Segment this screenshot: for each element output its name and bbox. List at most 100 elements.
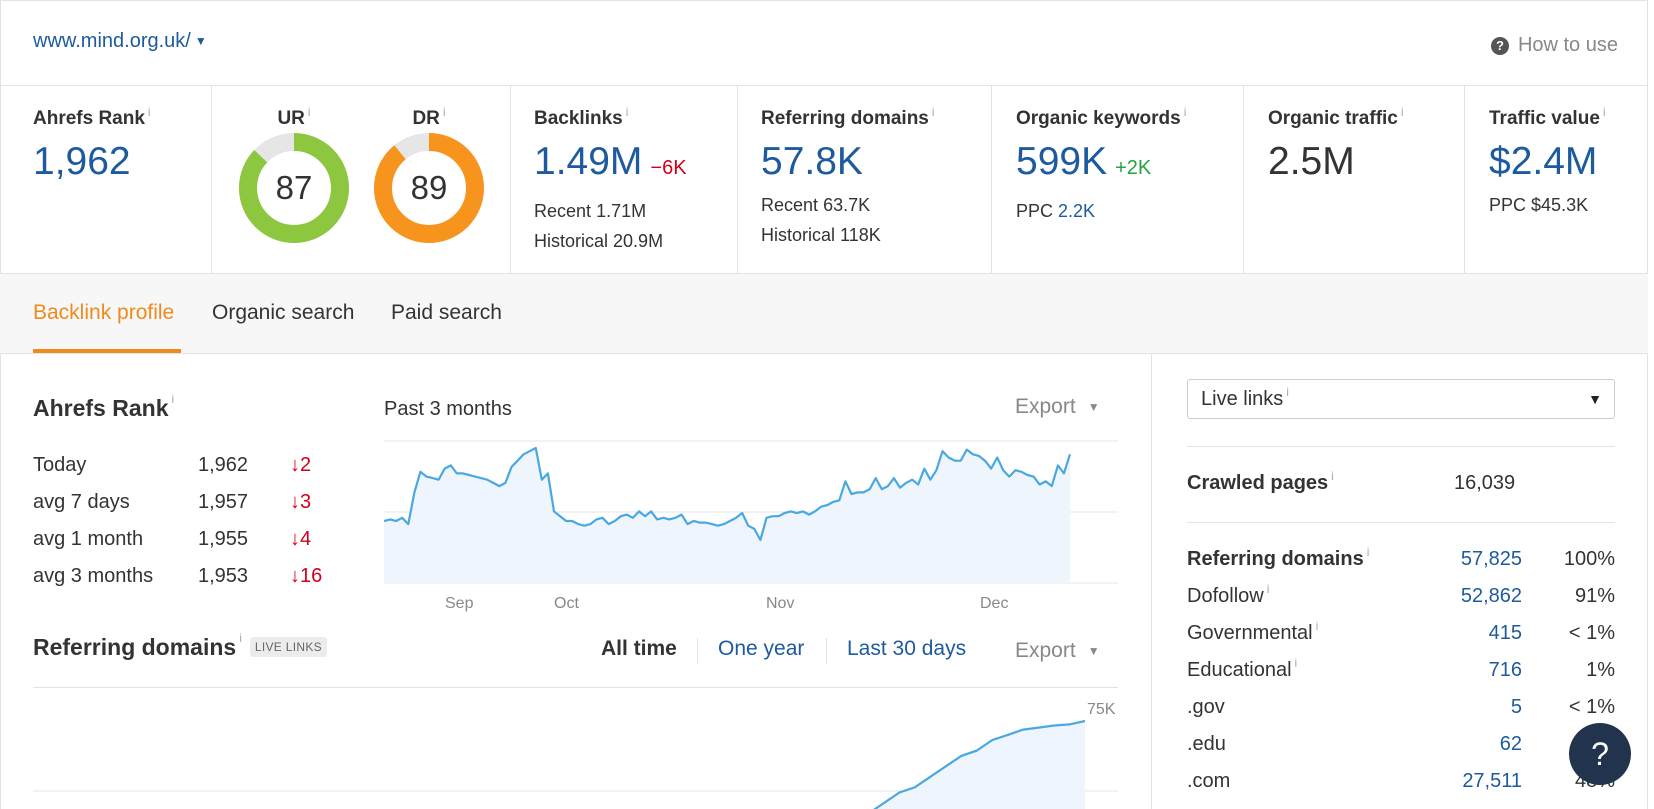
stat-row: .com 27,511 48% bbox=[1187, 770, 1615, 800]
stat-value-link[interactable]: 716 bbox=[1488, 659, 1522, 681]
metric-label: Traffic value i bbox=[1489, 105, 1606, 129]
site-url-text: www.mind.org.uk/ bbox=[33, 30, 191, 52]
main-content: Ahrefs Rank i Today 1,962 ↓2 avg 7 days 1… bbox=[0, 354, 1151, 809]
x-tick-label: Sep bbox=[445, 595, 474, 612]
tab-paid-search[interactable]: Paid search bbox=[391, 301, 502, 324]
range-divider bbox=[697, 638, 698, 664]
metric-value[interactable]: 1.49M −6K bbox=[534, 140, 687, 183]
y-tick-label: 75K bbox=[1087, 701, 1116, 718]
metric-traffic-value: Traffic value i $2.4M PPC $45.3K bbox=[1465, 86, 1648, 274]
metric-label: Organic traffic i bbox=[1268, 105, 1404, 129]
range-one-year[interactable]: One year bbox=[718, 637, 805, 660]
info-icon[interactable]: i bbox=[307, 105, 311, 119]
stat-label: .edu bbox=[1187, 733, 1226, 755]
link-type-select[interactable]: Live links i ▼ bbox=[1187, 379, 1615, 419]
rank-row-value: 1,953 bbox=[198, 565, 249, 587]
x-tick-label: Dec bbox=[980, 595, 1009, 612]
stat-row: Governmental i 415 < 1% bbox=[1187, 619, 1615, 652]
rank-row-label: Today bbox=[33, 454, 87, 476]
rank-row-change: ↓4 bbox=[290, 528, 312, 550]
stat-row: Dofollow i 52,862 91% bbox=[1187, 582, 1615, 615]
tab-backlink-profile[interactable]: Backlink profile bbox=[33, 301, 175, 324]
stat-label: .gov bbox=[1187, 696, 1225, 718]
export-button[interactable]: Export ▼ bbox=[1015, 395, 1100, 418]
range-last-30-days[interactable]: Last 30 days bbox=[847, 637, 967, 660]
metric-value[interactable]: $2.4M bbox=[1489, 140, 1598, 183]
ahrefs-rank-chart bbox=[384, 440, 1118, 584]
info-icon[interactable]: i bbox=[1602, 105, 1606, 119]
stat-value-link[interactable]: 27,511 bbox=[1462, 770, 1522, 792]
rank-row: avg 7 days 1,957 ↓3 bbox=[33, 491, 353, 521]
stat-percent: 100% bbox=[1563, 548, 1615, 570]
info-icon[interactable]: i bbox=[239, 631, 242, 645]
metric-value[interactable]: 57.8K bbox=[761, 140, 863, 183]
dr-value: 89 bbox=[410, 169, 448, 206]
stat-label: Dofollow i bbox=[1187, 582, 1270, 607]
rank-row-label: avg 7 days bbox=[33, 491, 130, 513]
live-links-panel: Live links i ▼ Crawled pages i 16,039 Refe… bbox=[1151, 354, 1648, 809]
metric-label: Organic keywords i bbox=[1016, 105, 1187, 129]
rank-row-label: avg 3 months bbox=[33, 565, 154, 587]
export-button[interactable]: Export ▼ bbox=[1015, 639, 1100, 662]
crawled-pages-row: Crawled pages i 16,039 bbox=[1187, 469, 1615, 502]
x-tick-label: Nov bbox=[766, 595, 795, 612]
rank-row: avg 3 months 1,953 ↓16 bbox=[33, 565, 353, 595]
info-icon[interactable]: i bbox=[1266, 582, 1270, 596]
rd-line-series bbox=[873, 719, 1086, 809]
stat-label: .com bbox=[1187, 770, 1231, 792]
referring-domains-title: Referring domains iLIVE LINKS bbox=[33, 631, 327, 661]
range-all-time[interactable]: All time bbox=[601, 637, 677, 660]
info-icon[interactable]: i bbox=[442, 105, 446, 119]
rank-row: Today 1,962 ↓2 bbox=[33, 454, 353, 484]
delta-badge: +2K bbox=[1115, 157, 1152, 179]
top-bar: www.mind.org.uk/▼ ? How to use bbox=[0, 0, 1648, 86]
stat-value-link[interactable]: 62 bbox=[1499, 733, 1522, 755]
info-icon[interactable]: i bbox=[1366, 545, 1370, 559]
ur-label: UR i bbox=[277, 105, 311, 129]
stat-value-link[interactable]: 5 bbox=[1510, 696, 1522, 718]
rank-row: avg 1 month 1,955 ↓4 bbox=[33, 528, 353, 558]
how-to-use-link[interactable]: ? How to use bbox=[1490, 34, 1618, 57]
info-icon[interactable]: i bbox=[1286, 385, 1289, 399]
rank-row-change: ↓3 bbox=[290, 491, 312, 513]
stat-percent: < 1% bbox=[1568, 696, 1615, 718]
tab-organic-search[interactable]: Organic search bbox=[212, 301, 355, 324]
metric-label: Referring domains i bbox=[761, 105, 935, 129]
rank-row-change: ↓16 bbox=[290, 565, 323, 587]
info-icon[interactable]: i bbox=[1183, 105, 1187, 119]
info-icon[interactable]: i bbox=[171, 392, 175, 406]
stat-value: 16,039 bbox=[1454, 472, 1516, 494]
divider bbox=[1187, 522, 1615, 523]
metric-ahrefs-rank: Ahrefs Rank i 1,962 bbox=[0, 86, 212, 274]
ur-gauge-block: UR i 87 bbox=[238, 105, 350, 244]
dr-gauge-ring bbox=[374, 133, 484, 243]
help-chat-button[interactable]: ? bbox=[1569, 723, 1631, 785]
metrics-strip: Ahrefs Rank i 1,962 UR i 87 DR i 89 bbox=[0, 86, 1648, 274]
info-icon[interactable]: i bbox=[1315, 619, 1319, 633]
stat-value-link[interactable]: 57,825 bbox=[1460, 548, 1522, 570]
rank-row-label: avg 1 month bbox=[33, 528, 144, 550]
stat-row: .edu 62 bbox=[1187, 733, 1615, 763]
stat-value-link[interactable]: 52,862 bbox=[1460, 585, 1522, 607]
info-icon[interactable]: i bbox=[931, 105, 935, 119]
info-icon[interactable]: i bbox=[1400, 105, 1404, 119]
metric-label: Backlinks i bbox=[534, 105, 629, 129]
dr-gauge: 89 bbox=[373, 132, 485, 244]
metric-sub: PPC 2.2K bbox=[1016, 201, 1096, 221]
info-icon[interactable]: i bbox=[625, 105, 629, 119]
ppc-link[interactable]: 2.2K bbox=[1058, 201, 1096, 221]
select-value: Live links bbox=[1201, 388, 1284, 410]
metric-value[interactable]: 599K +2K bbox=[1016, 140, 1152, 183]
stat-row: Educational i 716 1% bbox=[1187, 656, 1615, 689]
metric-organic-traffic: Organic traffic i 2.5M bbox=[1244, 86, 1465, 274]
site-url-dropdown[interactable]: www.mind.org.uk/▼ bbox=[33, 30, 207, 53]
metric-value[interactable]: 1,962 bbox=[33, 140, 131, 183]
info-icon[interactable]: i bbox=[147, 105, 151, 119]
caret-down-icon: ▼ bbox=[194, 34, 207, 48]
info-icon[interactable]: i bbox=[1294, 656, 1298, 670]
stat-value-link[interactable]: 415 bbox=[1488, 622, 1522, 644]
info-icon[interactable]: i bbox=[1331, 469, 1334, 483]
caret-down-icon: ▼ bbox=[1087, 644, 1100, 658]
rd-area-fill bbox=[853, 721, 1085, 809]
stat-label: Educational i bbox=[1187, 656, 1298, 681]
